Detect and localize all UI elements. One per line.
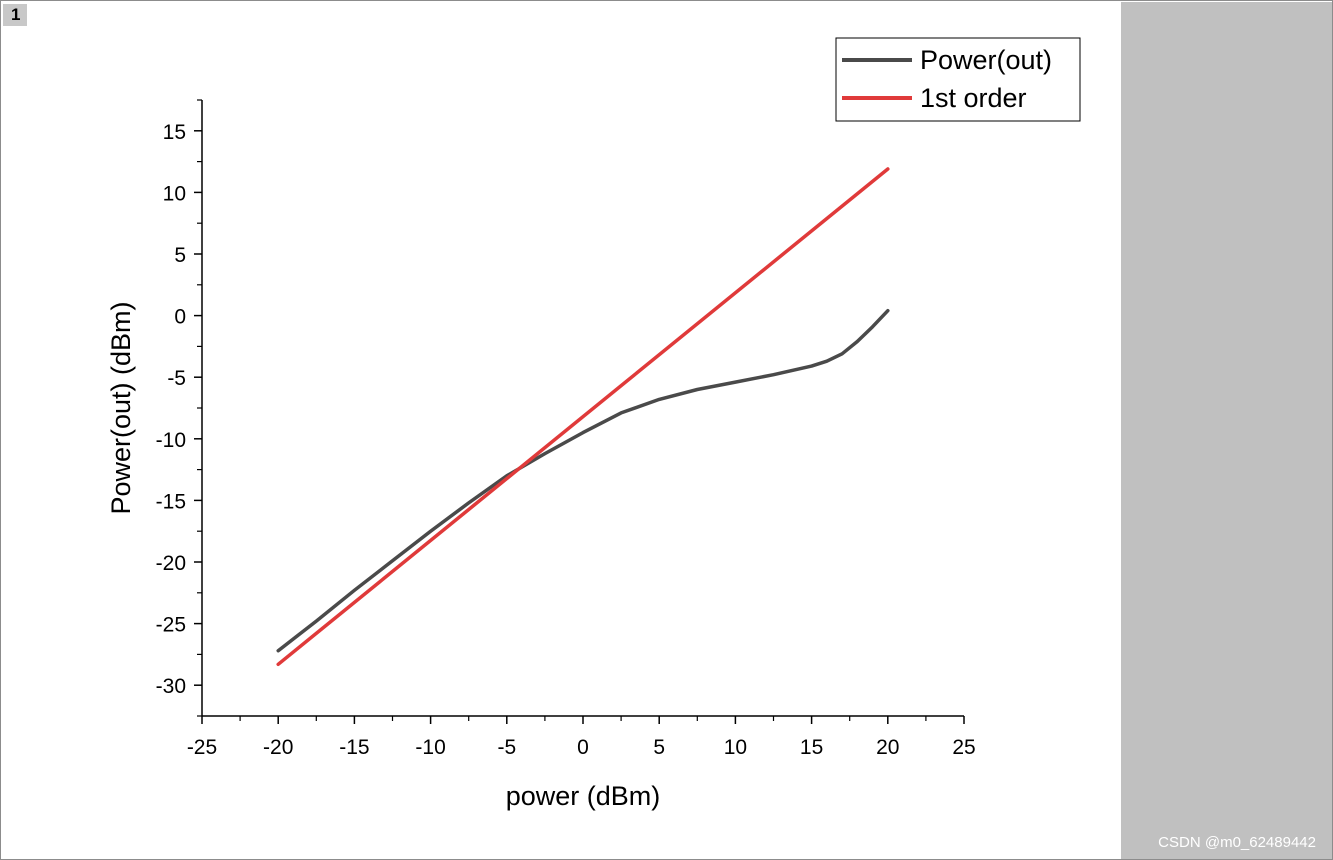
y-tick-label: -25	[156, 614, 186, 637]
y-tick-label: 15	[163, 121, 186, 144]
axes: -25 -20 -15 -10 -5 0 5 10 15 20 25 -30 -25 -20 -15 -10 -…	[156, 99, 976, 759]
page-tab[interactable]: 1	[3, 4, 27, 26]
x-tick-label: 20	[876, 736, 899, 759]
x-axis-title: power (dBm)	[506, 781, 661, 811]
y-tick-label: -5	[167, 367, 186, 390]
y-tick-label: 0	[174, 306, 186, 329]
x-tick-label: -20	[263, 736, 293, 759]
y-axis-title: Power(out) (dBm)	[106, 301, 136, 514]
legend-label-power-out: Power(out)	[920, 45, 1052, 75]
x-tick-label: 5	[653, 736, 665, 759]
y-tick-label: -15	[156, 490, 186, 513]
y-tick-label: -10	[156, 429, 186, 452]
x-tick-label: -10	[415, 736, 445, 759]
x-tick-label: -15	[339, 736, 369, 759]
series-layer	[276, 167, 890, 667]
x-tick-label: 10	[724, 736, 747, 759]
series-line-1st-order	[276, 167, 890, 667]
x-tick-label: -25	[187, 736, 217, 759]
y-tick-label: 10	[163, 182, 186, 205]
legend-box	[835, 37, 1081, 122]
watermark: CSDN @m0_62489442	[1158, 834, 1316, 851]
x-tick-label: 25	[952, 736, 975, 759]
x-tick-label: 0	[577, 736, 589, 759]
y-tick-label: -30	[156, 675, 186, 698]
y-tick-label: 5	[174, 244, 186, 267]
x-tick-label: -5	[497, 736, 516, 759]
side-panel: CSDN @m0_62489442	[1121, 2, 1332, 859]
legend: Power(out) 1st order	[835, 37, 1081, 122]
y-tick-label: -20	[156, 552, 186, 575]
legend-label-1st-order: 1st order	[920, 83, 1027, 113]
series-line-power-out	[276, 308, 890, 653]
x-tick-label: 15	[800, 736, 823, 759]
line-chart: -25 -20 -15 -10 -5 0 5 10 15 20 25 -30 -25 -20 -15 -10 -…	[106, 37, 1081, 811]
